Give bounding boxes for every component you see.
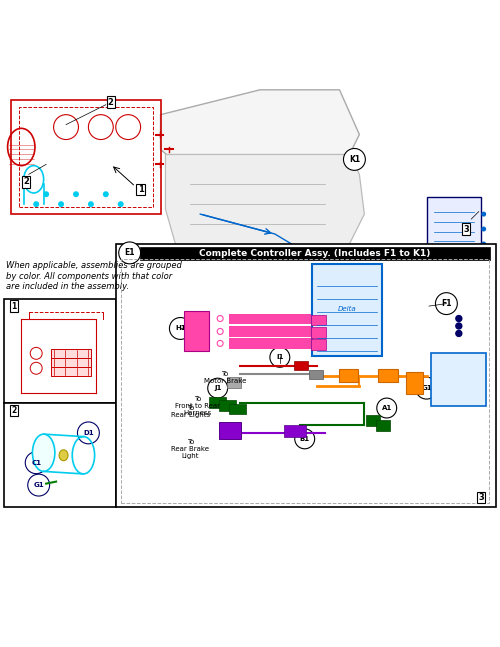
FancyBboxPatch shape <box>140 247 490 260</box>
FancyBboxPatch shape <box>229 338 310 349</box>
Circle shape <box>344 148 365 170</box>
Circle shape <box>103 192 109 197</box>
Text: G1: G1 <box>34 482 44 488</box>
Ellipse shape <box>59 450 68 461</box>
Circle shape <box>208 378 228 398</box>
FancyBboxPatch shape <box>51 367 91 376</box>
Circle shape <box>481 212 486 217</box>
Text: 3: 3 <box>464 225 469 234</box>
Text: E1: E1 <box>124 248 135 258</box>
Text: J1: J1 <box>214 385 222 391</box>
Text: 3: 3 <box>478 493 484 502</box>
Text: 2: 2 <box>108 98 114 107</box>
Circle shape <box>217 316 223 322</box>
FancyBboxPatch shape <box>116 244 496 507</box>
Ellipse shape <box>32 434 55 472</box>
FancyBboxPatch shape <box>311 327 326 338</box>
Circle shape <box>436 292 458 314</box>
Text: 1: 1 <box>138 185 143 193</box>
FancyBboxPatch shape <box>311 340 326 350</box>
FancyBboxPatch shape <box>376 421 390 432</box>
FancyBboxPatch shape <box>4 299 116 403</box>
FancyBboxPatch shape <box>366 415 380 426</box>
Text: H1: H1 <box>175 325 186 331</box>
Circle shape <box>58 201 64 207</box>
Text: I1: I1 <box>276 355 283 360</box>
Circle shape <box>486 252 491 256</box>
Circle shape <box>73 192 79 197</box>
Text: Complete Controller Assy. (Includes F1 to K1): Complete Controller Assy. (Includes F1 t… <box>199 249 430 258</box>
Polygon shape <box>166 155 364 274</box>
FancyBboxPatch shape <box>229 314 310 325</box>
FancyBboxPatch shape <box>184 311 209 351</box>
Circle shape <box>481 226 486 232</box>
Circle shape <box>26 452 47 474</box>
Text: 1: 1 <box>11 302 16 311</box>
Circle shape <box>43 192 49 197</box>
FancyBboxPatch shape <box>426 197 481 261</box>
FancyBboxPatch shape <box>229 326 310 337</box>
FancyBboxPatch shape <box>308 369 323 379</box>
Circle shape <box>88 201 94 207</box>
Circle shape <box>28 474 50 496</box>
Text: To
Motor Brake: To Motor Brake <box>204 371 246 384</box>
Text: To
Rear Lights: To Rear Lights <box>171 404 210 417</box>
Circle shape <box>217 329 223 334</box>
Circle shape <box>416 377 438 399</box>
Circle shape <box>270 347 290 367</box>
Text: A1: A1 <box>382 405 392 411</box>
Text: To
Front to Rear
Harness: To Front to Rear Harness <box>176 395 220 415</box>
Circle shape <box>456 331 462 336</box>
Circle shape <box>481 241 486 247</box>
Text: C1: C1 <box>31 460 41 466</box>
Circle shape <box>78 422 100 444</box>
FancyBboxPatch shape <box>219 422 241 439</box>
Circle shape <box>456 323 462 329</box>
Text: B1: B1 <box>300 436 310 442</box>
Text: F1: F1 <box>441 299 452 308</box>
FancyBboxPatch shape <box>219 400 236 411</box>
FancyBboxPatch shape <box>51 349 91 358</box>
FancyBboxPatch shape <box>432 353 486 406</box>
Text: G1: G1 <box>421 385 432 391</box>
FancyBboxPatch shape <box>51 358 91 367</box>
Polygon shape <box>160 90 360 184</box>
Circle shape <box>33 201 39 207</box>
FancyBboxPatch shape <box>406 372 422 394</box>
Text: 2: 2 <box>24 177 29 186</box>
FancyBboxPatch shape <box>378 369 398 382</box>
Text: Delta: Delta <box>338 305 356 312</box>
Circle shape <box>170 318 192 340</box>
Text: D1: D1 <box>83 430 94 436</box>
FancyBboxPatch shape <box>311 314 326 325</box>
Circle shape <box>377 398 396 418</box>
FancyBboxPatch shape <box>229 404 246 415</box>
FancyBboxPatch shape <box>284 426 306 437</box>
Text: 2: 2 <box>11 406 16 415</box>
Circle shape <box>456 316 462 322</box>
Circle shape <box>118 242 141 264</box>
Circle shape <box>217 340 223 346</box>
Text: K1: K1 <box>349 155 360 164</box>
Circle shape <box>295 429 314 449</box>
FancyBboxPatch shape <box>294 361 308 370</box>
FancyBboxPatch shape <box>209 397 226 408</box>
Text: To
Rear Brake
Light: To Rear Brake Light <box>172 439 209 459</box>
FancyBboxPatch shape <box>226 377 241 388</box>
FancyBboxPatch shape <box>4 403 116 507</box>
Circle shape <box>118 201 124 207</box>
FancyBboxPatch shape <box>312 264 382 356</box>
Text: When applicable, assemblies are grouped
by color. All components with that color: When applicable, assemblies are grouped … <box>6 261 182 291</box>
FancyBboxPatch shape <box>338 369 358 382</box>
